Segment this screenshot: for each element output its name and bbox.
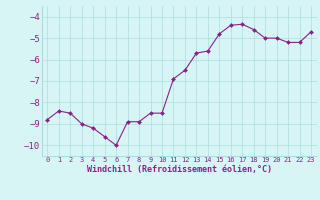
X-axis label: Windchill (Refroidissement éolien,°C): Windchill (Refroidissement éolien,°C) [87,165,272,174]
